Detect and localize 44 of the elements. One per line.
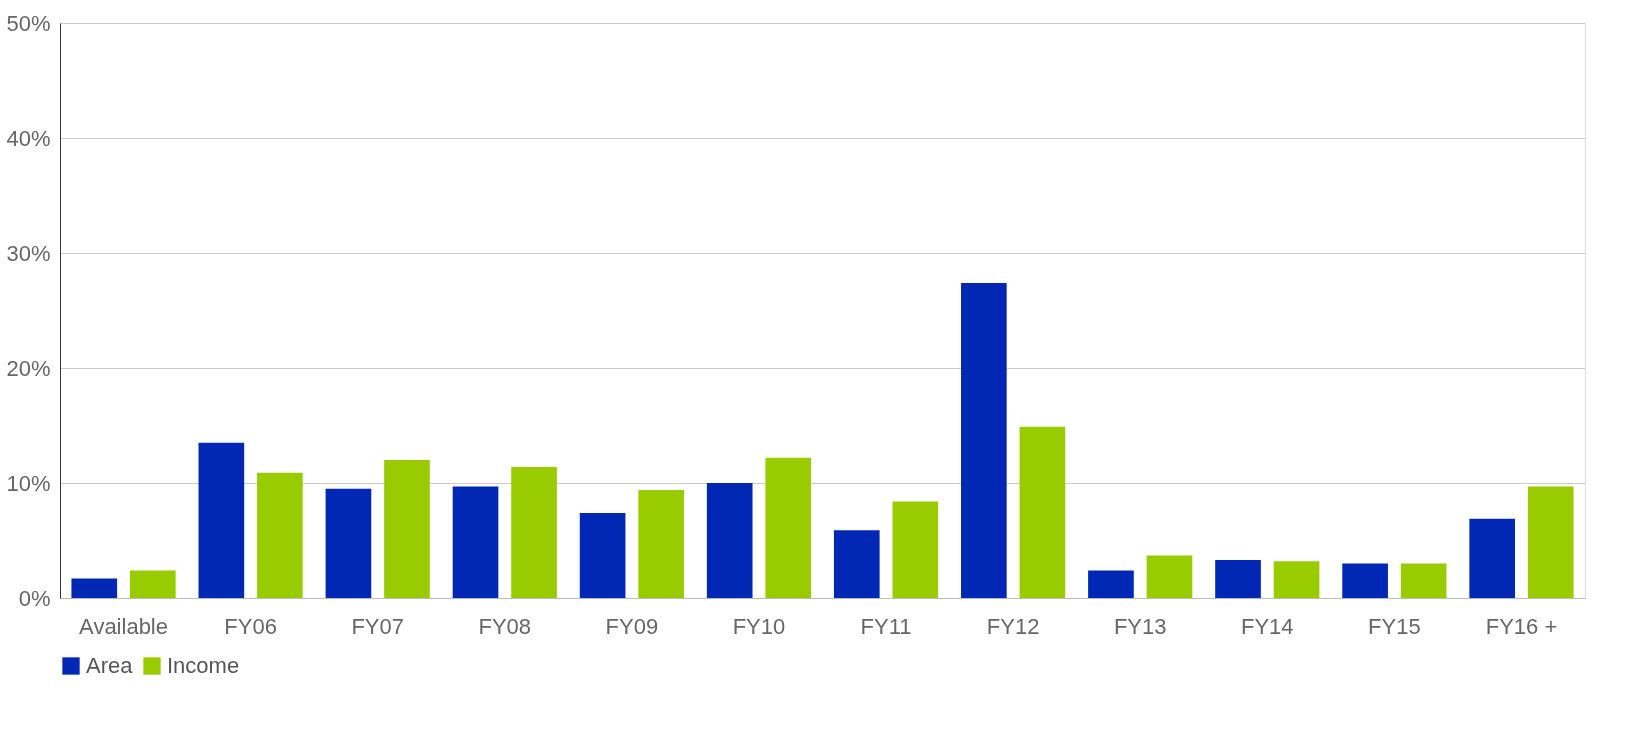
bar bbox=[638, 489, 684, 598]
x-tick-label: FY10 bbox=[732, 613, 786, 639]
y-tick-label: 0% bbox=[18, 585, 51, 611]
bar bbox=[1527, 486, 1574, 598]
bar bbox=[129, 570, 176, 598]
bar bbox=[765, 457, 812, 598]
bar bbox=[892, 501, 939, 598]
bar bbox=[833, 530, 880, 598]
legend-label: Income bbox=[167, 653, 240, 678]
bar bbox=[1019, 426, 1066, 598]
y-tick-label: 20% bbox=[6, 355, 51, 381]
bar bbox=[1273, 561, 1320, 598]
bar bbox=[1215, 560, 1261, 598]
x-tick-label: FY15 bbox=[1368, 613, 1421, 639]
x-tick-label: FY08 bbox=[478, 613, 532, 639]
bar bbox=[1400, 563, 1447, 598]
x-tick-label: FY09 bbox=[605, 613, 659, 639]
bar bbox=[198, 442, 245, 598]
x-tick-label: FY11 bbox=[860, 613, 912, 639]
y-tick-label: 30% bbox=[6, 240, 51, 266]
bar bbox=[71, 578, 118, 598]
bar bbox=[452, 486, 499, 598]
x-tick-label: Available bbox=[79, 613, 168, 639]
bar bbox=[961, 282, 1007, 598]
x-tick-label: FY16 + bbox=[1485, 613, 1558, 639]
x-tick-label: FY13 bbox=[1113, 613, 1167, 639]
legend-label: Area bbox=[86, 653, 134, 678]
bar bbox=[1088, 570, 1134, 598]
bar bbox=[511, 466, 557, 598]
x-tick-label: FY07 bbox=[351, 613, 405, 639]
y-tick-label: 50% bbox=[6, 10, 51, 36]
y-tick-label: 40% bbox=[6, 125, 51, 151]
bar bbox=[579, 512, 626, 598]
bar bbox=[706, 483, 753, 598]
y-tick-label: 10% bbox=[6, 470, 51, 496]
bar bbox=[325, 488, 372, 598]
bar bbox=[384, 460, 430, 598]
bar bbox=[1469, 518, 1516, 598]
x-tick-label: FY14 bbox=[1240, 613, 1294, 639]
bar bbox=[1146, 555, 1193, 598]
bar bbox=[257, 472, 303, 598]
x-tick-label: FY12 bbox=[986, 613, 1040, 639]
x-tick-label: FY06 bbox=[224, 613, 277, 639]
bar bbox=[1342, 563, 1388, 598]
